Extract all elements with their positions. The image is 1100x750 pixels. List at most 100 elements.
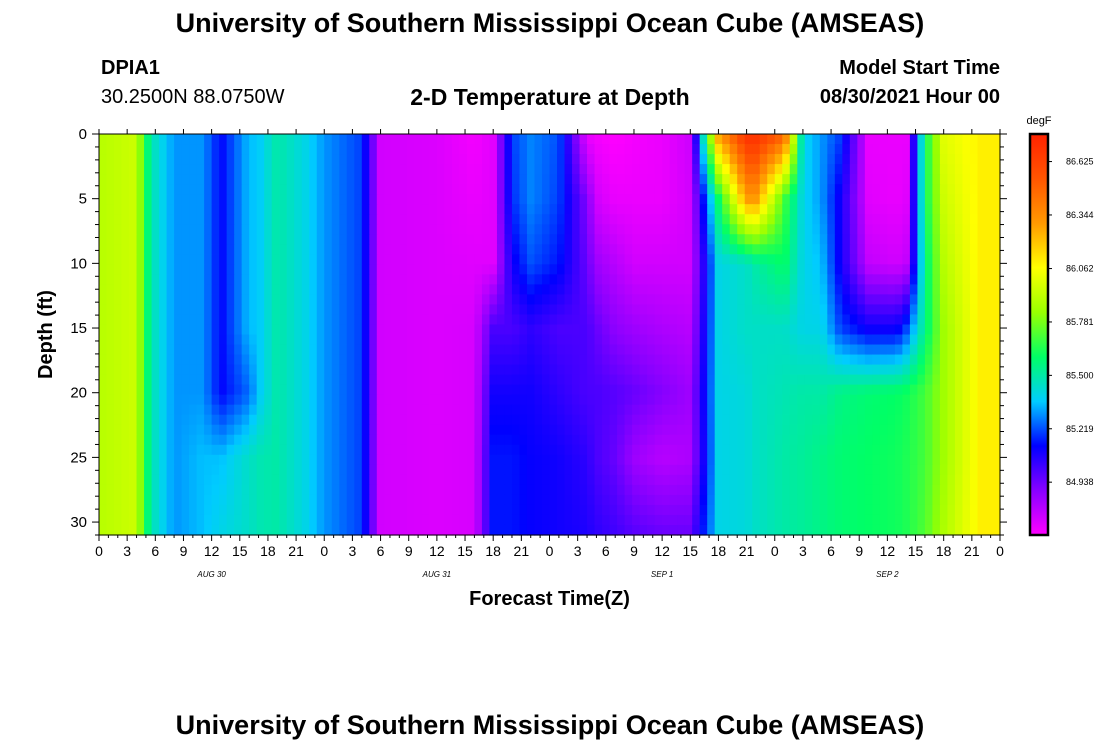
heatmap-cell (752, 404, 761, 416)
heatmap-cell (909, 414, 919, 426)
heatmap-cell (166, 234, 175, 245)
x-tick-label: 18 (260, 543, 276, 559)
heatmap-cell (572, 474, 581, 486)
heatmap-cell (737, 284, 746, 296)
heatmap-cell (316, 254, 325, 265)
heatmap-cell (767, 524, 776, 536)
heatmap-cell (339, 434, 348, 446)
heatmap-cell (346, 444, 355, 456)
heatmap-cell (271, 324, 280, 336)
heatmap-cell (647, 354, 656, 366)
heatmap-cell (249, 184, 258, 195)
heatmap-cell (587, 204, 596, 215)
heatmap-cell (954, 414, 964, 426)
heatmap-cell (541, 414, 551, 426)
heatmap-cell (812, 164, 821, 175)
heatmap-cell (286, 394, 295, 406)
heatmap-cell (767, 374, 776, 386)
heatmap-cell (744, 224, 753, 235)
heatmap-cell (181, 354, 190, 366)
heatmap-cell (481, 424, 491, 436)
heatmap-cell (677, 244, 686, 255)
heatmap-cell (256, 204, 265, 215)
heatmap-cell (256, 364, 265, 376)
heatmap-cell (541, 324, 551, 336)
heatmap-cell (992, 204, 1001, 215)
heatmap-cell (519, 444, 528, 456)
heatmap-cell (804, 404, 813, 416)
heatmap-cell (857, 234, 866, 245)
heatmap-cell (887, 314, 896, 326)
heatmap-cell (789, 214, 798, 225)
heatmap-cell (804, 374, 813, 386)
heatmap-cell (969, 424, 979, 436)
heatmap-cell (549, 354, 558, 366)
heatmap-cell (196, 224, 205, 235)
heatmap-cell (624, 144, 633, 155)
heatmap-cell (692, 464, 701, 476)
heatmap-cell (804, 354, 813, 366)
heatmap-cell (579, 454, 588, 466)
heatmap-cell (842, 334, 851, 346)
heatmap-cell (744, 164, 753, 175)
heatmap-cell (632, 164, 641, 175)
heatmap-cell (511, 324, 521, 336)
heatmap-cell (496, 344, 506, 356)
heatmap-cell (662, 134, 671, 145)
heatmap-cell (294, 514, 303, 526)
heatmap-cell (114, 424, 123, 436)
heatmap-cell (954, 434, 964, 446)
heatmap-cell (166, 154, 175, 165)
heatmap-cell (534, 304, 543, 316)
heatmap-cell (369, 324, 378, 336)
heatmap-cell (234, 454, 243, 466)
heatmap-cell (887, 514, 896, 526)
heatmap-cell (136, 454, 145, 466)
heatmap-cell (354, 494, 363, 506)
heatmap-cell (196, 404, 205, 416)
heatmap-cell (189, 244, 198, 255)
heatmap-cell (301, 294, 310, 306)
heatmap-cell (331, 464, 340, 476)
heatmap-cell (737, 444, 746, 456)
heatmap-cell (729, 164, 738, 175)
heatmap-cell (887, 324, 896, 336)
heatmap-cell (947, 304, 956, 316)
heatmap-cell (834, 464, 843, 476)
heatmap-cell (136, 214, 145, 225)
heatmap-cell (677, 164, 686, 175)
heatmap-cell (714, 164, 723, 175)
heatmap-cell (481, 374, 491, 386)
heatmap-cell (354, 344, 363, 356)
heatmap-cell (226, 324, 235, 336)
heatmap-cell (331, 414, 340, 426)
heatmap-cell (924, 274, 934, 285)
heatmap-cell (271, 204, 280, 215)
heatmap-cell (129, 184, 138, 195)
x-tick-label: 9 (855, 543, 863, 559)
heatmap-cell (707, 404, 716, 416)
heatmap-cell (159, 194, 168, 205)
heatmap-cell (256, 214, 265, 225)
heatmap-cell (774, 254, 783, 265)
heatmap-cell (909, 234, 919, 245)
heatmap-cell (384, 144, 393, 155)
heatmap-cell (924, 524, 934, 536)
heatmap-cell (459, 304, 468, 316)
heatmap-cell (579, 204, 588, 215)
heatmap-cell (114, 394, 123, 406)
heatmap-cell (421, 394, 430, 406)
heatmap-cell (166, 464, 175, 476)
heatmap-cell (361, 344, 370, 356)
heatmap-cell (346, 404, 355, 416)
heatmap-cell (662, 474, 671, 486)
heatmap-cell (669, 134, 678, 145)
heatmap-cell (984, 474, 994, 486)
heatmap-cell (331, 214, 340, 225)
heatmap-cell (129, 334, 138, 346)
heatmap-cell (121, 364, 130, 376)
heatmap-cell (264, 364, 273, 376)
heatmap-cell (361, 424, 370, 436)
heatmap-cell (144, 134, 153, 145)
heatmap-cell (421, 344, 430, 356)
